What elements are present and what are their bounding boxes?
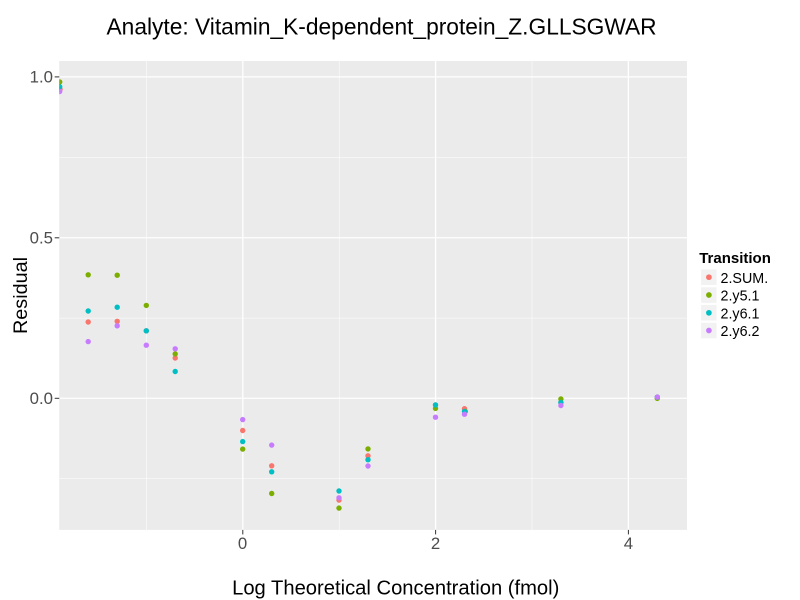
svg-text:0.0: 0.0 (30, 389, 53, 408)
svg-text:1.0: 1.0 (30, 68, 53, 87)
svg-text:2.y6.2: 2.y6.2 (721, 324, 760, 340)
svg-text:2.y5.1: 2.y5.1 (721, 289, 760, 305)
svg-text:2: 2 (431, 534, 440, 553)
svg-text:4: 4 (624, 534, 633, 553)
svg-text:2.SUM.: 2.SUM. (721, 271, 769, 287)
svg-text:Transition: Transition (699, 250, 771, 267)
svg-text:Residual: Residual (10, 257, 32, 334)
svg-text:Log Theoretical Concentration: Log Theoretical Concentration (fmol) (232, 577, 559, 599)
svg-text:Analyte: Vitamin_K-dependent_p: Analyte: Vitamin_K-dependent_protein_Z.G… (107, 13, 657, 39)
svg-text:2.y6.1: 2.y6.1 (721, 306, 760, 322)
svg-text:0: 0 (238, 534, 247, 553)
svg-text:0.5: 0.5 (30, 229, 53, 248)
